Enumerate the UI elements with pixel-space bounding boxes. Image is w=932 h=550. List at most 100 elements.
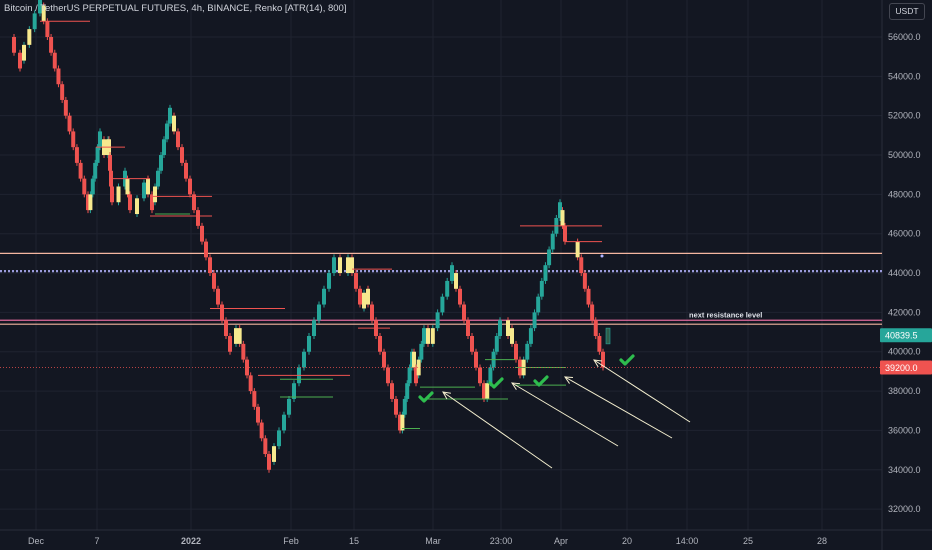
down-brick (18, 52, 22, 69)
down-brick (426, 328, 430, 344)
price-tick-label: 48000.0 (888, 189, 921, 199)
up-brick (494, 336, 499, 352)
down-brick (41, 5, 46, 22)
down-brick (74, 147, 79, 163)
time-tick-label: Apr (554, 536, 568, 546)
down-brick (67, 115, 72, 132)
down-brick (370, 304, 374, 321)
up-brick (422, 328, 426, 344)
up-brick (88, 194, 93, 211)
up-brick (536, 296, 541, 313)
chart-title: Bitcoin / TetherUS PERPETUAL FUTURES, 4h… (4, 3, 347, 14)
down-brick (216, 288, 220, 305)
time-tick-label: Feb (283, 536, 299, 546)
up-brick (419, 343, 424, 360)
down-brick (593, 320, 598, 337)
down-brick (462, 304, 466, 321)
price-tick-label: 36000.0 (888, 425, 921, 435)
time-tick-label: 23:00 (490, 536, 513, 546)
up-brick (282, 414, 286, 431)
up-brick (302, 351, 306, 368)
down-brick (45, 21, 50, 37)
time-tick-label: 14:00 (676, 536, 699, 546)
down-brick (248, 375, 253, 392)
down-brick (478, 367, 482, 384)
time-tick-label: 20 (622, 536, 632, 546)
up-brick (543, 265, 548, 281)
time-tick-label: 15 (349, 536, 359, 546)
up-brick (312, 320, 316, 337)
down-brick (579, 257, 584, 274)
up-brick (450, 265, 454, 281)
up-brick (38, 0, 42, 14)
down-brick (466, 320, 470, 337)
down-brick (125, 178, 130, 195)
down-brick (150, 194, 154, 211)
support-checkmarks (418, 354, 635, 403)
down-brick (386, 367, 390, 384)
time-tick-label: 7 (94, 536, 99, 546)
price-tick-label: 46000.0 (888, 229, 921, 239)
arrow-line (511, 382, 619, 447)
down-brick (237, 328, 242, 344)
arrow-line (593, 359, 691, 423)
up-brick (430, 328, 435, 344)
up-brick (327, 273, 331, 289)
up-brick (539, 280, 544, 297)
down-brick (220, 304, 224, 321)
up-brick (485, 383, 490, 399)
down-brick (382, 351, 386, 368)
down-brick (586, 288, 591, 305)
up-brick (405, 383, 410, 399)
down-brick (184, 162, 188, 179)
down-brick (358, 288, 362, 305)
up-brick (272, 446, 276, 462)
up-brick (156, 170, 160, 187)
up-brick (90, 178, 95, 195)
down-brick (180, 147, 184, 163)
down-brick (597, 336, 602, 352)
down-brick (63, 99, 68, 116)
up-brick (416, 359, 421, 376)
currency-button[interactable]: USDT (889, 3, 925, 20)
down-brick (204, 241, 208, 258)
down-brick (56, 68, 61, 85)
down-brick (338, 257, 342, 274)
down-brick (563, 225, 567, 242)
time-tick-label: 25 (743, 536, 753, 546)
down-brick (82, 178, 87, 195)
down-brick (60, 84, 65, 100)
down-brick (109, 170, 113, 187)
time-tick-label: Mar (425, 536, 441, 546)
down-brick (108, 155, 112, 171)
up-brick (135, 198, 139, 215)
horizontal-levels (0, 252, 882, 325)
price-tick-label: 52000.0 (888, 111, 921, 121)
down-brick (390, 383, 394, 399)
arrow-head-icon (511, 382, 521, 390)
down-brick (350, 257, 354, 274)
down-brick (176, 131, 180, 148)
renko-bricks (12, 0, 611, 473)
down-brick (78, 162, 83, 179)
down-brick (412, 351, 416, 368)
up-brick (528, 328, 533, 344)
arrow-head-icon (593, 359, 603, 368)
price-axis: 56000.0 54000.0 52000.0 50000.0 48000.0 46000… (888, 32, 921, 514)
up-brick (440, 296, 445, 313)
down-brick (582, 273, 587, 289)
marker-dot (600, 254, 604, 258)
time-tick-label: 28 (817, 536, 827, 546)
price-tick-label: 54000.0 (888, 71, 921, 81)
down-brick (12, 37, 16, 53)
check-icon (533, 375, 549, 387)
down-brick (172, 115, 176, 132)
grid (0, 0, 882, 530)
price-label-box (880, 360, 932, 375)
time-tick-label: 2022 (181, 536, 201, 546)
up-brick (498, 320, 502, 337)
up-brick (488, 367, 493, 384)
down-brick (52, 52, 57, 69)
up-brick (332, 257, 336, 274)
